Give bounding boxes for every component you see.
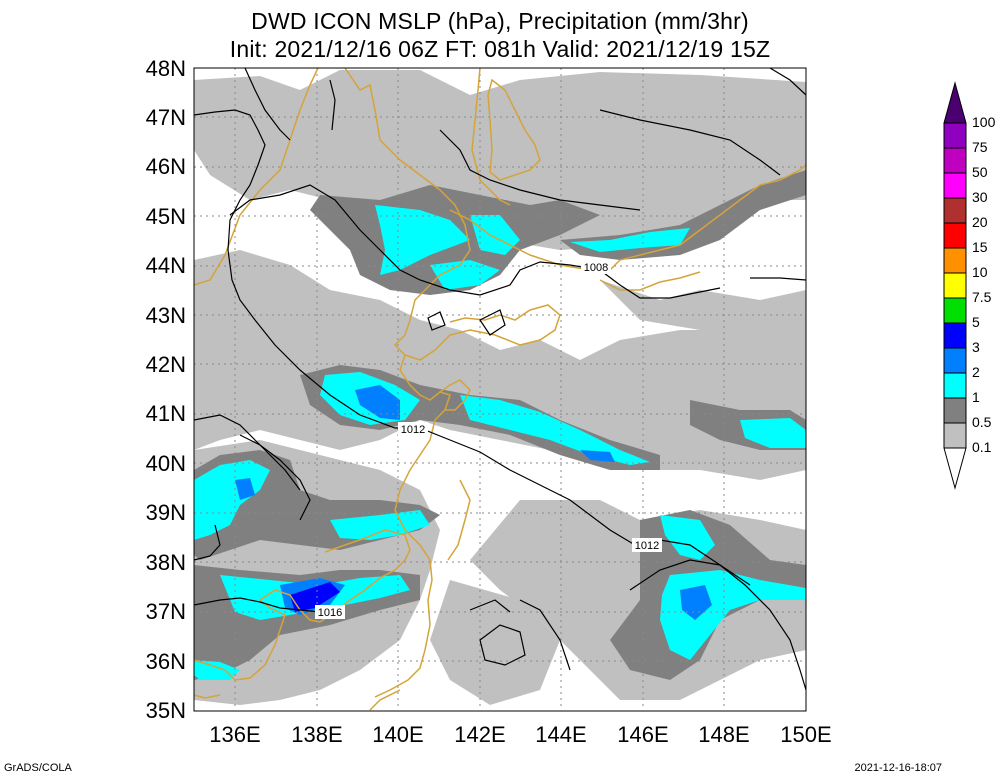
- legend-swatch: [943, 122, 967, 149]
- plot-frame: [193, 67, 807, 712]
- legend-top-arrow: [943, 81, 967, 124]
- lon-label: 140E: [372, 722, 423, 747]
- isobar-label-1008: 1008: [584, 262, 608, 274]
- precip-legend: [943, 81, 967, 490]
- legend-swatch: [943, 247, 967, 274]
- legend-label: 30: [972, 189, 988, 205]
- isobar-label-1012-a: 1012: [401, 424, 425, 436]
- lat-label: 48N: [146, 56, 186, 81]
- lon-label: 148E: [698, 722, 749, 747]
- lat-label: 40N: [146, 451, 186, 476]
- legend-labels: 100 75 50 30 20 15 10 7.5 5 3 2 1 0.5 0.…: [972, 114, 996, 455]
- map-title-line2: Init: 2021/12/16 06Z FT: 081h Valid: 202…: [229, 36, 771, 62]
- lon-label: 142E: [454, 722, 505, 747]
- lat-label: 35N: [146, 698, 186, 723]
- isobars: [193, 67, 807, 691]
- legend-label: 75: [972, 139, 988, 155]
- lat-label: 36N: [146, 649, 186, 674]
- legend-swatch: [943, 197, 967, 224]
- legend-swatch: [943, 347, 967, 374]
- legend-label: 7.5: [972, 289, 992, 305]
- legend-swatch: [943, 397, 967, 424]
- lon-label: 144E: [535, 722, 586, 747]
- legend-label: 15: [972, 239, 988, 255]
- isobar-label-1012-b: 1012: [635, 540, 659, 552]
- lon-label: 138E: [291, 722, 342, 747]
- isobar-label-1016: 1016: [318, 607, 342, 619]
- legend-label: 100: [972, 114, 996, 130]
- lat-label: 38N: [146, 550, 186, 575]
- lon-label: 146E: [617, 722, 668, 747]
- legend-label: 10: [972, 264, 988, 280]
- legend-label: 1: [972, 389, 980, 405]
- legend-label: 0.5: [972, 414, 992, 430]
- isobar-labels: 1008 1012 1012 1016: [315, 260, 662, 619]
- footer-timestamp: 2021-12-16-18:07: [854, 762, 942, 774]
- lat-label: 39N: [146, 500, 186, 525]
- lat-label: 44N: [146, 253, 186, 278]
- precip-blue-areas: [235, 385, 712, 620]
- legend-swatch: [943, 272, 967, 299]
- legend-label: 50: [972, 164, 988, 180]
- legend-label: 20: [972, 214, 988, 230]
- legend-swatch: [943, 322, 967, 349]
- lon-label: 136E: [209, 722, 260, 747]
- legend-swatch: [943, 172, 967, 199]
- lat-label: 37N: [146, 599, 186, 624]
- lat-label: 41N: [146, 401, 186, 426]
- legend-label: 3: [972, 339, 980, 355]
- footer-software-credit: GrADS/COLA: [4, 762, 72, 774]
- lat-label: 47N: [146, 105, 186, 130]
- latitude-labels: 35N 36N 37N 38N 39N 40N 41N 42N 43N 44N …: [146, 56, 186, 723]
- lat-label: 45N: [146, 204, 186, 229]
- legend-swatch: [943, 147, 967, 174]
- longitude-labels: 136E 138E 140E 142E 144E 146E 148E 150E: [209, 722, 831, 747]
- legend-label: 5: [972, 314, 980, 330]
- map-title-line1: DWD ICON MSLP (hPa), Precipitation (mm/3…: [251, 8, 749, 34]
- legend-label: 0.1: [972, 439, 992, 455]
- legend-swatch: [943, 222, 967, 249]
- coastlines: [193, 67, 807, 711]
- legend-swatch: [943, 422, 967, 449]
- legend-label: 2: [972, 364, 980, 380]
- lat-label: 43N: [146, 303, 186, 328]
- legend-bottom-arrow: [943, 447, 967, 490]
- legend-swatch: [943, 297, 967, 324]
- legend-swatch: [943, 372, 967, 399]
- lat-label: 42N: [146, 352, 186, 377]
- lat-label: 46N: [146, 154, 186, 179]
- plot-area: 1008 1012 1012 1016: [193, 67, 807, 712]
- lon-label: 150E: [780, 722, 831, 747]
